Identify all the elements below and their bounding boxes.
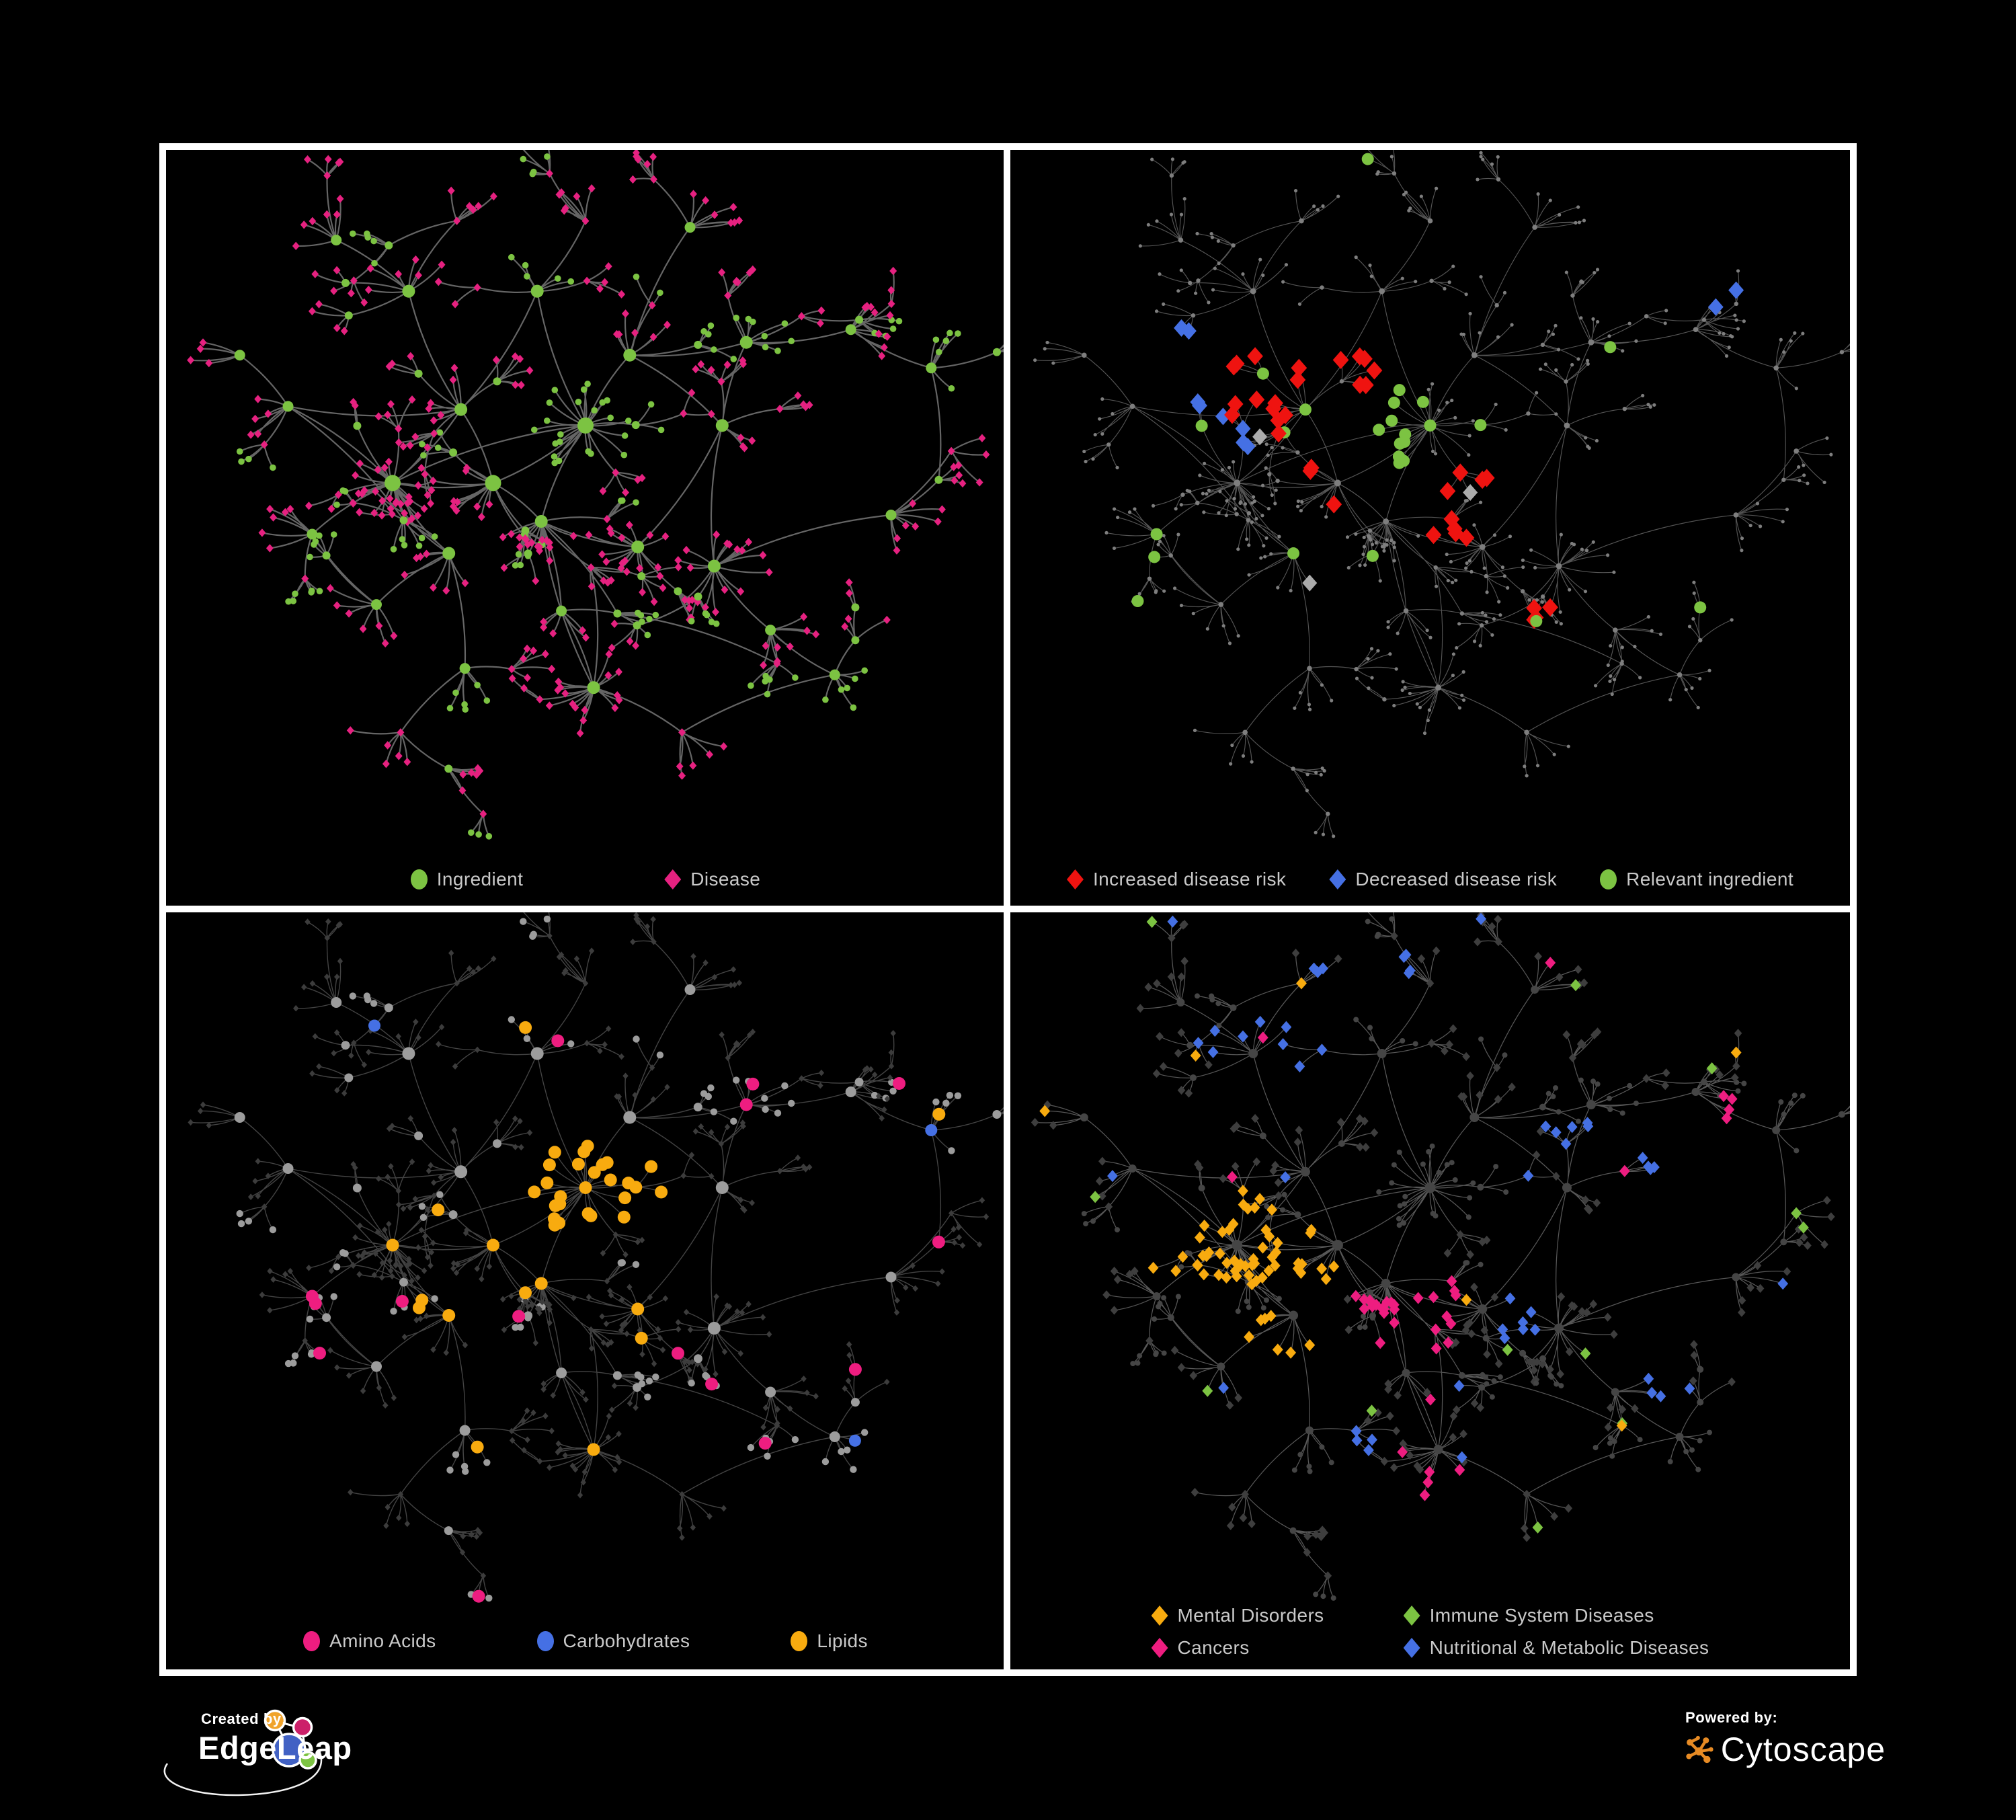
legend-label: Relevant ingredient (1626, 869, 1794, 889)
edgeleap-pink-node-icon (292, 1716, 313, 1738)
legend-label: Ingredient (436, 869, 524, 889)
legend-item-disease: Disease (664, 869, 760, 890)
legend-item-mental-disorders: Mental Disorders (1151, 1605, 1324, 1626)
legend-label: Carbohydrates (563, 1630, 690, 1651)
ingredient-classes-network-graph (188, 912, 1005, 1603)
edgeleap-logo (163, 1709, 323, 1796)
diamond-swatch-icon (664, 869, 682, 889)
circle-swatch-icon (1600, 869, 1617, 889)
legend-item-nutritional-metabolic-diseases: Nutritional & Metabolic Diseases (1403, 1637, 1709, 1659)
legend-ingredient-classes: Amino Acids Carbohydrates Lipids (166, 1630, 1005, 1652)
circle-swatch-icon (303, 1631, 321, 1651)
edgeleap-brand: EdgeLeap (198, 1730, 352, 1766)
legend-label: Lipids (817, 1630, 868, 1651)
circle-swatch-icon (536, 1631, 554, 1651)
panel-disease-classes: Mental Disorders Immune System Diseases Ca… (1004, 906, 1857, 1676)
legend-item-immune-system-diseases: Immune System Diseases (1403, 1605, 1654, 1626)
legend-item-increased-disease-risk: Increased disease risk (1066, 869, 1287, 890)
disease-classes-network-graph (1031, 912, 1850, 1601)
legend-label: Nutritional & Metabolic Diseases (1429, 1637, 1709, 1658)
panel-disease-risk: Increased disease risk Decreased disease … (1004, 143, 1857, 914)
diamond-swatch-icon (1066, 869, 1084, 889)
diamond-swatch-icon (1403, 1638, 1420, 1658)
legend-label: Immune System Diseases (1429, 1605, 1654, 1626)
legend-item-lipids: Lipids (791, 1630, 868, 1652)
legend-disease-classes: Mental Disorders Immune System Diseases Ca… (1010, 1605, 1850, 1659)
legend-item-ingredient: Ingredient (410, 869, 524, 890)
edgeleap-green-node-icon (298, 1751, 317, 1770)
legend-label: Cancers (1177, 1637, 1250, 1658)
legend-item-decreased-disease-risk: Decreased disease risk (1329, 869, 1557, 890)
created-by-label: Created by: (201, 1710, 287, 1727)
legend-label: Decreased disease risk (1355, 869, 1558, 889)
ingredient-disease-network-graph (187, 150, 1005, 840)
circle-swatch-icon (791, 1631, 808, 1651)
panel-ingredient-classes: Amino Acids Carbohydrates Lipids (159, 906, 1012, 1676)
legend-item-amino-acids: Amino Acids (303, 1630, 436, 1652)
legend-label: Increased disease risk (1092, 869, 1287, 889)
cytoscape-brand: Cytoscape (1720, 1731, 1886, 1768)
cytoscape-row: Cytoscape (1684, 1729, 1886, 1770)
diamond-swatch-icon (1403, 1606, 1420, 1626)
powered-by-label: Powered by: (1685, 1709, 1778, 1726)
edgeleap-credit: Created by: EdgeLeap (159, 1706, 388, 1804)
legend-item-carbohydrates: Carbohydrates (536, 1630, 690, 1652)
edgeleap-orange-node-icon (264, 1709, 286, 1732)
legend-label: Mental Disorders (1177, 1605, 1324, 1626)
panel-ingredient-disease: Ingredient Disease (159, 143, 1012, 914)
edgeleap-swoosh (163, 1750, 323, 1796)
edgeleap-blue-node-icon (272, 1733, 307, 1768)
legend-label: Amino Acids (329, 1630, 436, 1651)
diamond-swatch-icon (1151, 1606, 1168, 1626)
legend-disease-risk: Increased disease risk Decreased disease … (1010, 869, 1850, 890)
legend-item-relevant-ingredient: Relevant ingredient (1600, 869, 1793, 890)
disease-risk-network-graph (1033, 150, 1850, 838)
legend-label: Disease (690, 869, 761, 889)
cytoscape-icon (1686, 1735, 1713, 1764)
diamond-swatch-icon (1151, 1638, 1168, 1658)
legend-item-cancers: Cancers (1151, 1637, 1250, 1659)
cytoscape-credit: Powered by: Cytoscape (1684, 1709, 1886, 1770)
circle-swatch-icon (410, 869, 428, 889)
diamond-swatch-icon (1329, 869, 1346, 889)
legend-ingredient-disease: Ingredient Disease (166, 869, 1005, 890)
